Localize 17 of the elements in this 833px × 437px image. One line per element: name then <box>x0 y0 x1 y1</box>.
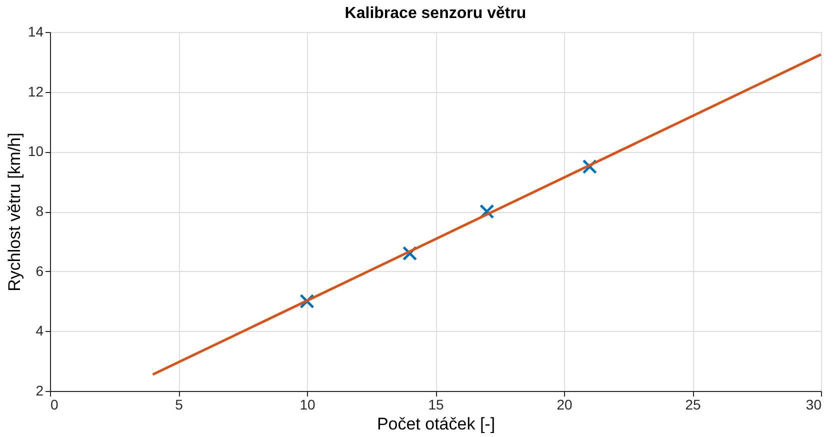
x-tick-label: 0 <box>50 396 58 412</box>
x-tick-label: 15 <box>428 396 444 412</box>
y-tick-label: 14 <box>28 24 44 40</box>
x-tick-label: 5 <box>175 396 184 412</box>
chart-title: Kalibrace senzoru větru <box>344 5 526 22</box>
x-tick-label: 20 <box>556 396 572 412</box>
y-tick-label: 10 <box>28 143 44 160</box>
y-tick-label: 12 <box>28 83 44 100</box>
x-tick-label: 25 <box>685 396 701 412</box>
y-tick-label: 8 <box>36 203 44 219</box>
x-tick-label: 30 <box>806 396 822 412</box>
x-tick-label: 10 <box>300 396 316 412</box>
y-tick-label: 2 <box>36 382 44 398</box>
y-tick-label: 6 <box>36 262 44 279</box>
y-tick-label: 4 <box>36 322 44 339</box>
y-axis-title: Rychlost větru [km/h] <box>4 132 24 292</box>
x-axis-title: Počet otáček [-] <box>376 414 496 434</box>
